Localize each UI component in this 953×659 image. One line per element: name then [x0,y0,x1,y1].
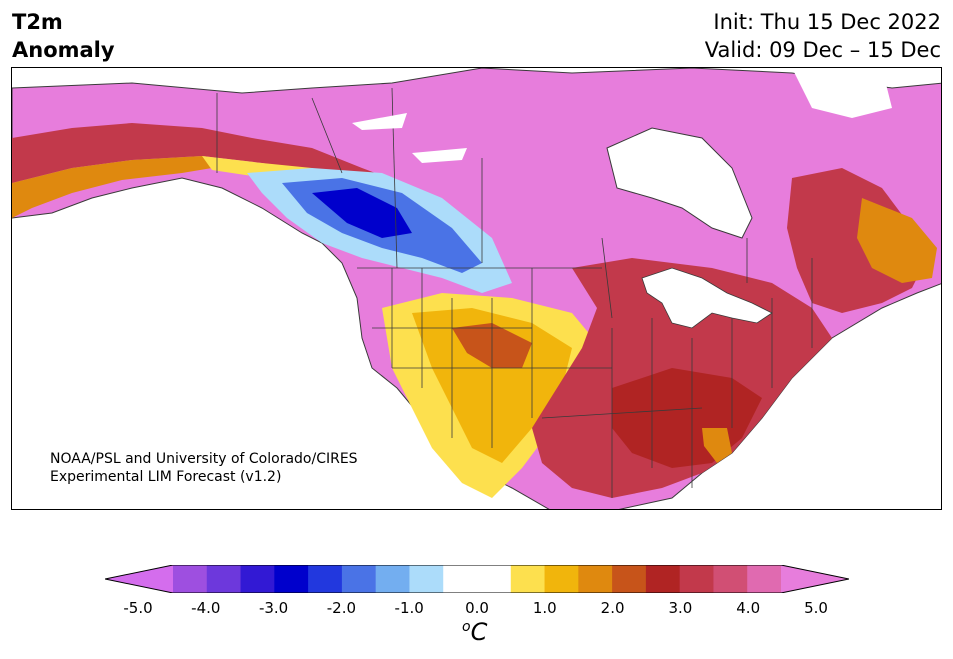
colorbar-tick-label: 0.0 [465,599,489,617]
title-line-2: Anomaly [12,38,115,62]
colorbar-unit: oC [462,618,488,646]
colorbar [105,565,849,593]
colorbar-segment [308,565,343,593]
florida-orange [702,428,732,463]
colorbar-segment [544,565,579,593]
colorbar-tick-label: 3.0 [668,599,693,617]
colorbar-segment [510,565,546,593]
colorbar-segment [173,565,208,593]
alaska-warm-band [12,123,402,188]
colorbar-segment [240,565,275,593]
colorbar-tick-label: 4.0 [736,599,761,617]
anomaly-map: NOAA/PSL and University of Colorado/CIRE… [11,67,942,510]
valid-date: Valid: 09 Dec – 15 Dec [704,38,941,62]
east-canada-orange [857,198,937,283]
colorbar-tick-label: 5.0 [804,599,828,617]
title-line-1: T2m [12,10,63,34]
colorbar-segment [274,565,309,593]
colorbar-segment [612,565,647,593]
colorbar-extend-high [781,565,849,593]
colorbar-extend-low [105,565,173,593]
map-title: T2m Anomaly [12,8,115,64]
credit-line-2: Experimental LIM Forecast (v1.2) [50,469,282,485]
colorbar-tick-label: -4.0 [191,599,221,617]
colorbar-segment [645,565,681,593]
colorbar-tick-label: -5.0 [123,599,153,617]
colorbar-tick-label: -2.0 [326,599,357,617]
colorbar-segment [409,565,444,593]
colorbar-segment [713,565,748,593]
great-lakes [641,267,773,329]
arctic-ocean-gap [792,68,892,118]
colorbar-tick-label: 1.0 [532,599,557,617]
credit-text: NOAA/PSL and University of Colorado/CIRE… [50,450,358,486]
colorbar-tick-label: -3.0 [258,599,289,617]
political-borders [216,87,813,498]
colorbar-segment [206,565,242,593]
credit-line-1: NOAA/PSL and University of Colorado/CIRE… [50,451,358,467]
colorbar-segment [679,565,714,593]
colorbar-tick-label: -1.0 [394,599,424,617]
cold-pool-core [312,188,412,238]
arctic-lake-2 [412,148,467,163]
colorbar-segment [477,565,512,593]
alaska-orange-band [12,156,242,218]
colorbar-segment [578,565,613,593]
map-svg [12,68,941,509]
colorbar-segment [443,565,478,593]
colorbar-segment [747,565,782,593]
arctic-lake-1 [352,113,407,130]
colorbar-segment [375,565,410,593]
forecast-dates: Init: Thu 15 Dec 2022 Valid: 09 Dec – 15… [705,8,941,64]
colorbar-tick-label: 2.0 [600,599,625,617]
hudson-bay [606,127,753,239]
init-date: Init: Thu 15 Dec 2022 [713,10,941,34]
colorbar-segment [341,565,377,593]
